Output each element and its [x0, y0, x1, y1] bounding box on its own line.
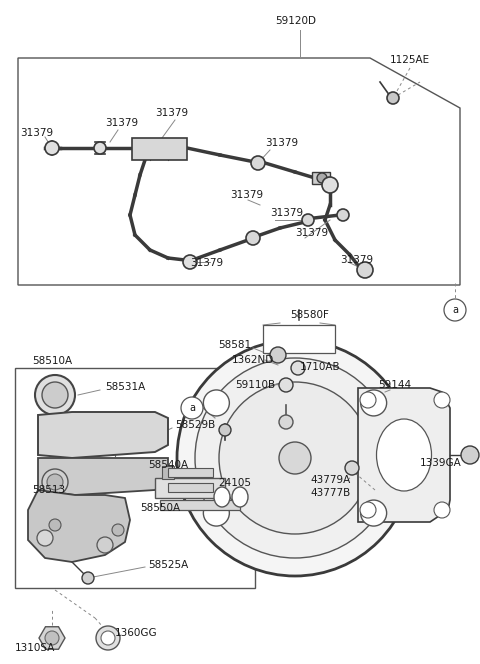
Circle shape [337, 209, 349, 221]
Bar [15, 368, 255, 588]
Circle shape [461, 446, 479, 464]
Text: 1710AB: 1710AB [300, 362, 341, 372]
Circle shape [35, 375, 75, 415]
Bar [263, 325, 335, 353]
Circle shape [47, 474, 63, 490]
Circle shape [94, 142, 106, 154]
Circle shape [96, 626, 120, 650]
Circle shape [219, 424, 231, 436]
Bar [168, 483, 213, 492]
Text: 1339GA: 1339GA [420, 458, 462, 468]
Text: 58540A: 58540A [148, 460, 188, 470]
Polygon shape [38, 458, 168, 495]
Circle shape [37, 530, 53, 546]
Polygon shape [38, 412, 168, 458]
Bar [168, 468, 213, 477]
Bar [162, 466, 174, 479]
Polygon shape [358, 388, 450, 522]
Text: 43779A: 43779A [310, 475, 350, 485]
Text: 58510A: 58510A [32, 356, 72, 366]
Text: 58529B: 58529B [175, 420, 215, 430]
Polygon shape [39, 627, 65, 649]
Circle shape [360, 392, 376, 408]
Circle shape [204, 390, 229, 416]
Circle shape [97, 537, 113, 553]
Bar [312, 172, 330, 184]
Ellipse shape [232, 487, 248, 507]
Circle shape [246, 231, 260, 245]
Circle shape [49, 519, 61, 531]
Text: 31379: 31379 [295, 228, 328, 238]
Text: 31379: 31379 [270, 208, 303, 218]
Circle shape [42, 382, 68, 408]
Text: 1310SA: 1310SA [15, 643, 55, 653]
Circle shape [112, 524, 124, 536]
Circle shape [251, 156, 265, 170]
Circle shape [279, 415, 293, 429]
Circle shape [101, 631, 115, 645]
Circle shape [387, 92, 399, 104]
Text: a: a [189, 403, 195, 413]
Circle shape [317, 173, 327, 183]
Text: 58580F: 58580F [290, 310, 329, 320]
Circle shape [322, 177, 338, 193]
Text: 58581: 58581 [218, 340, 251, 350]
Polygon shape [28, 490, 130, 562]
Circle shape [360, 500, 386, 526]
Circle shape [291, 361, 305, 375]
Circle shape [279, 378, 293, 392]
Text: 31379: 31379 [105, 118, 138, 128]
Text: 58550A: 58550A [140, 503, 180, 513]
Text: 1362ND: 1362ND [232, 355, 274, 365]
Circle shape [195, 358, 395, 558]
Circle shape [360, 502, 376, 518]
Text: 31379: 31379 [190, 258, 223, 268]
Text: 31379: 31379 [20, 128, 53, 138]
Circle shape [444, 299, 466, 321]
Text: 43777B: 43777B [310, 488, 350, 498]
Circle shape [177, 340, 413, 576]
Text: 24105: 24105 [218, 478, 251, 488]
Circle shape [357, 262, 373, 278]
Circle shape [181, 397, 203, 419]
Text: 31379: 31379 [340, 255, 373, 265]
Circle shape [434, 502, 450, 518]
Text: 58513: 58513 [32, 485, 65, 495]
Bar [132, 138, 187, 160]
Bar [160, 500, 240, 510]
Circle shape [183, 255, 197, 269]
Text: a: a [452, 305, 458, 315]
Text: 58525A: 58525A [148, 560, 188, 570]
Text: 31379: 31379 [155, 108, 188, 118]
Text: 31379: 31379 [265, 138, 298, 148]
Circle shape [42, 469, 68, 495]
Ellipse shape [214, 487, 230, 507]
Ellipse shape [376, 419, 432, 491]
Text: 59110B: 59110B [235, 380, 275, 390]
Text: 59120D: 59120D [275, 16, 316, 26]
Text: 1125AE: 1125AE [390, 55, 430, 65]
Text: 31379: 31379 [230, 190, 263, 200]
Circle shape [434, 392, 450, 408]
Circle shape [82, 572, 94, 584]
Circle shape [270, 347, 286, 363]
Text: 58531A: 58531A [105, 382, 145, 392]
Circle shape [279, 442, 311, 474]
Circle shape [204, 500, 229, 526]
Circle shape [360, 390, 386, 416]
Text: 59144: 59144 [378, 380, 411, 390]
Bar [155, 478, 225, 498]
Circle shape [45, 141, 59, 155]
Circle shape [219, 382, 371, 534]
Circle shape [302, 214, 314, 226]
Circle shape [345, 461, 359, 475]
Text: 1360GG: 1360GG [115, 628, 157, 638]
Circle shape [45, 631, 59, 645]
